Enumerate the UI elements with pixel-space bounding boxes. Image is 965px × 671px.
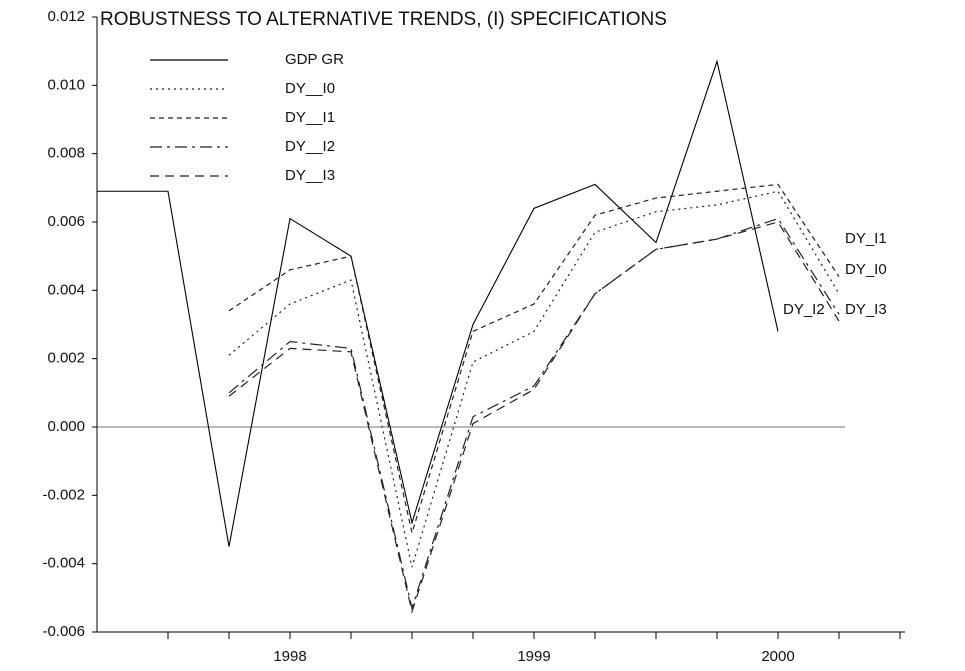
y-tick-label: 0.008 [47,145,85,162]
y-tick-label: -0.004 [42,555,85,572]
y-tick-label: 0.012 [47,8,85,25]
legend-label: GDP GR [285,51,344,68]
series-line [228,217,840,611]
x-tick-label: 2000 [761,648,794,665]
series-line [228,183,840,536]
legend-label: DY__I3 [285,167,335,184]
y-tick-label: 0.006 [47,213,85,230]
y-tick-label: 0.002 [47,350,85,367]
series-line [228,190,840,568]
x-tick-label: 1998 [273,648,306,665]
legend-label: DY__I0 [285,80,335,97]
series-line [97,59,779,547]
annotation: DY_I3 [845,301,887,318]
y-tick-label: 0.004 [47,281,85,298]
series-line [228,221,840,614]
annotation: DY_I0 [845,261,887,278]
y-tick-label: 0.000 [47,418,85,435]
chart-title: ROBUSTNESS TO ALTERNATIVE TRENDS, (I) SP… [100,9,667,30]
legend-label: DY__I1 [285,109,335,126]
y-tick-label: 0.010 [47,76,85,93]
annotation: DY_I1 [845,230,887,247]
y-tick-label: -0.002 [42,486,85,503]
x-tick-label: 1999 [517,648,550,665]
annotation: DY_I2 [783,301,825,318]
y-tick-label: -0.006 [42,623,85,640]
legend-label: DY__I2 [285,138,335,155]
